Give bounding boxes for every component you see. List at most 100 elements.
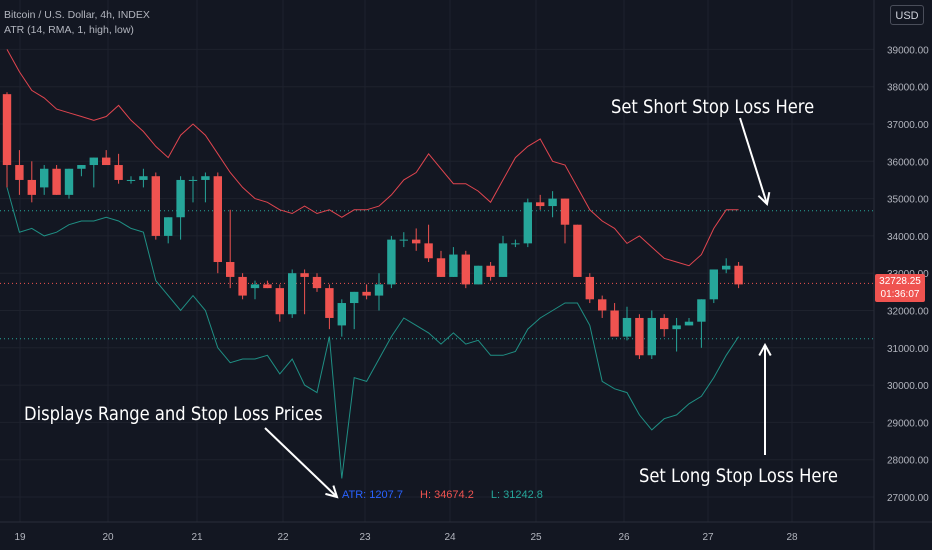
candle-body bbox=[647, 317, 656, 356]
candle bbox=[436, 250, 446, 277]
atr-value: ATR: 1207.7 bbox=[342, 489, 403, 501]
range-arrow bbox=[264, 427, 338, 498]
candle-body bbox=[164, 217, 173, 236]
candle-body bbox=[560, 198, 570, 225]
price-tick-label: 39000.00 bbox=[887, 45, 929, 56]
candle bbox=[598, 295, 607, 318]
candle bbox=[250, 280, 260, 300]
price-tick-label: 32000.00 bbox=[887, 307, 929, 318]
candle bbox=[176, 176, 185, 240]
candle bbox=[164, 217, 173, 244]
candle-body bbox=[176, 179, 185, 218]
candle-body bbox=[548, 198, 557, 207]
candle-body bbox=[238, 276, 247, 296]
candle bbox=[40, 165, 49, 195]
candle bbox=[325, 284, 334, 330]
indicator-title[interactable]: ATR (14, RMA, 1, high, low) bbox=[4, 24, 134, 36]
atr-bands bbox=[6, 49, 740, 479]
time-tick-label: 23 bbox=[359, 532, 371, 543]
range-arrow-head bbox=[325, 485, 339, 499]
candle bbox=[89, 157, 98, 188]
candle-body bbox=[2, 94, 12, 166]
candle-body bbox=[449, 254, 458, 277]
candle-body bbox=[275, 288, 284, 315]
candle bbox=[300, 269, 309, 315]
price-tick-label: 36000.00 bbox=[887, 157, 929, 168]
candle bbox=[709, 269, 718, 304]
candle bbox=[523, 198, 532, 248]
price-tick-label: 35000.00 bbox=[887, 195, 929, 206]
annotation-arrows bbox=[264, 117, 772, 499]
time-axis[interactable]: 19 20 21 22 23 24 25 26 27 28 bbox=[14, 532, 798, 543]
chart-legend: Bitcoin / U.S. Dollar, 4h, INDEX ATR (14… bbox=[4, 8, 150, 38]
candle bbox=[312, 273, 322, 292]
candle bbox=[585, 273, 594, 304]
candle bbox=[188, 176, 198, 203]
candle-body bbox=[536, 202, 545, 207]
short-stop-annotation: Set Short Stop Loss Here bbox=[611, 96, 815, 118]
candle bbox=[536, 194, 545, 210]
candle bbox=[697, 299, 706, 348]
candle-body bbox=[610, 310, 619, 337]
candle-body bbox=[461, 254, 470, 285]
price-tick-label: 34000.00 bbox=[887, 232, 929, 243]
candle bbox=[486, 262, 495, 281]
candle-body bbox=[64, 168, 74, 195]
candle bbox=[213, 172, 222, 274]
currency-button[interactable]: USD bbox=[890, 5, 924, 25]
candle-body bbox=[672, 325, 681, 330]
candle bbox=[288, 269, 297, 318]
candle bbox=[201, 172, 210, 203]
candle bbox=[15, 150, 24, 195]
lower-band-line bbox=[6, 187, 740, 479]
candle bbox=[474, 265, 483, 285]
candle-body bbox=[598, 299, 607, 311]
candle-body bbox=[300, 273, 309, 277]
candle bbox=[27, 161, 36, 203]
bar-countdown: 01:36:07 bbox=[880, 289, 920, 300]
candle-body bbox=[362, 291, 371, 296]
candle-body bbox=[399, 239, 408, 241]
candle-body bbox=[660, 317, 669, 330]
candle bbox=[362, 284, 371, 300]
candle-body bbox=[684, 321, 694, 326]
candle bbox=[610, 303, 619, 337]
candle bbox=[52, 165, 61, 195]
candle-body bbox=[387, 239, 396, 285]
candles bbox=[2, 92, 743, 359]
atr-low: L: 31242.8 bbox=[490, 489, 543, 501]
symbol-title[interactable]: Bitcoin / U.S. Dollar, 4h, INDEX bbox=[4, 9, 150, 21]
candle-body bbox=[709, 269, 718, 300]
candle-body bbox=[263, 284, 272, 289]
candle-body bbox=[585, 276, 594, 300]
candle-body bbox=[151, 176, 160, 236]
candle bbox=[498, 235, 508, 277]
candle-body bbox=[374, 284, 384, 296]
candle-body bbox=[52, 168, 61, 195]
candle-body bbox=[350, 291, 359, 304]
candle-body bbox=[288, 273, 297, 315]
candle-body bbox=[40, 168, 49, 188]
candle bbox=[722, 258, 731, 274]
candle bbox=[511, 239, 520, 248]
candle-body bbox=[27, 179, 36, 195]
candle bbox=[126, 176, 136, 184]
candle-body bbox=[15, 165, 24, 180]
time-tick-label: 24 bbox=[444, 532, 456, 543]
candle bbox=[238, 273, 247, 300]
candle bbox=[424, 224, 433, 263]
last-price: 32728.25 bbox=[879, 276, 921, 287]
candle-body bbox=[412, 239, 421, 244]
candle-body bbox=[424, 243, 433, 259]
candle bbox=[684, 317, 694, 326]
price-tick-label: 37000.00 bbox=[887, 120, 929, 131]
candle-body bbox=[139, 176, 148, 180]
candle bbox=[77, 165, 86, 177]
short-stop-arrow bbox=[739, 117, 768, 205]
atr-readout: ATR: 1207.7 H: 34674.2 L: 31242.8 bbox=[342, 489, 557, 501]
candle bbox=[449, 247, 458, 277]
candle-body bbox=[126, 179, 136, 181]
candle-body bbox=[325, 288, 334, 318]
candle-body bbox=[77, 165, 86, 169]
